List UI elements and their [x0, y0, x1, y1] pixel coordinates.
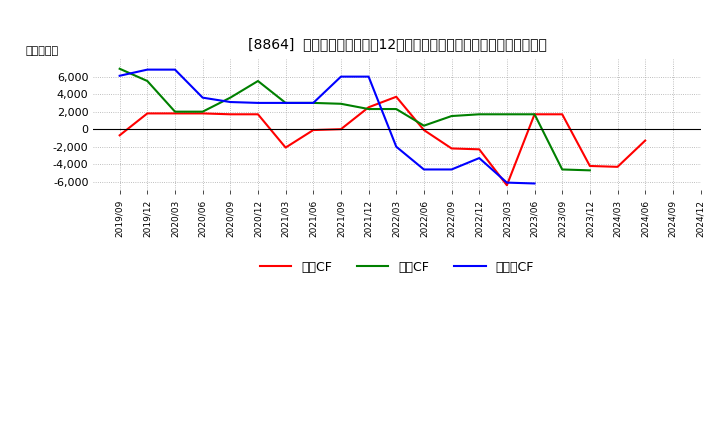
投資CF	[475, 112, 484, 117]
投資CF	[115, 66, 124, 71]
フリーCF	[143, 67, 152, 72]
営業CF	[253, 112, 262, 117]
営業CF	[171, 111, 179, 116]
フリーCF	[420, 167, 428, 172]
Line: 投資CF: 投資CF	[120, 69, 590, 170]
Legend: 営業CF, 投資CF, フリーCF: 営業CF, 投資CF, フリーCF	[255, 256, 539, 279]
Line: 営業CF: 営業CF	[120, 97, 645, 185]
営業CF	[530, 112, 539, 117]
投資CF	[226, 95, 235, 100]
投資CF	[253, 78, 262, 84]
フリーCF	[198, 95, 207, 100]
Line: フリーCF: フリーCF	[120, 70, 534, 183]
営業CF	[475, 147, 484, 152]
投資CF	[337, 101, 346, 106]
営業CF	[115, 133, 124, 138]
営業CF	[447, 146, 456, 151]
投資CF	[282, 100, 290, 106]
営業CF	[503, 183, 511, 188]
営業CF	[309, 128, 318, 133]
営業CF	[364, 105, 373, 110]
投資CF	[558, 167, 567, 172]
投資CF	[585, 168, 594, 173]
営業CF	[282, 145, 290, 150]
Title: [8864]  キャッシュフローの12か月移動合計の対前年同期増減額の推移: [8864] キャッシュフローの12か月移動合計の対前年同期増減額の推移	[248, 37, 546, 51]
フリーCF	[392, 144, 400, 149]
投資CF	[171, 109, 179, 114]
営業CF	[392, 94, 400, 99]
営業CF	[198, 111, 207, 116]
営業CF	[641, 138, 649, 143]
投資CF	[309, 100, 318, 106]
営業CF	[143, 111, 152, 116]
営業CF	[420, 128, 428, 133]
フリーCF	[364, 74, 373, 79]
投資CF	[447, 114, 456, 119]
フリーCF	[226, 99, 235, 105]
投資CF	[420, 123, 428, 128]
投資CF	[503, 112, 511, 117]
フリーCF	[309, 100, 318, 106]
投資CF	[530, 112, 539, 117]
営業CF	[585, 163, 594, 169]
投資CF	[143, 78, 152, 84]
フリーCF	[475, 155, 484, 161]
フリーCF	[115, 73, 124, 78]
Y-axis label: （百万円）: （百万円）	[25, 47, 58, 56]
フリーCF	[282, 100, 290, 106]
フリーCF	[447, 167, 456, 172]
フリーCF	[503, 180, 511, 185]
営業CF	[226, 112, 235, 117]
投資CF	[198, 109, 207, 114]
投資CF	[364, 106, 373, 112]
フリーCF	[253, 100, 262, 106]
営業CF	[558, 112, 567, 117]
フリーCF	[530, 181, 539, 186]
投資CF	[392, 106, 400, 112]
フリーCF	[337, 74, 346, 79]
営業CF	[613, 164, 622, 169]
フリーCF	[171, 67, 179, 72]
営業CF	[337, 127, 346, 132]
